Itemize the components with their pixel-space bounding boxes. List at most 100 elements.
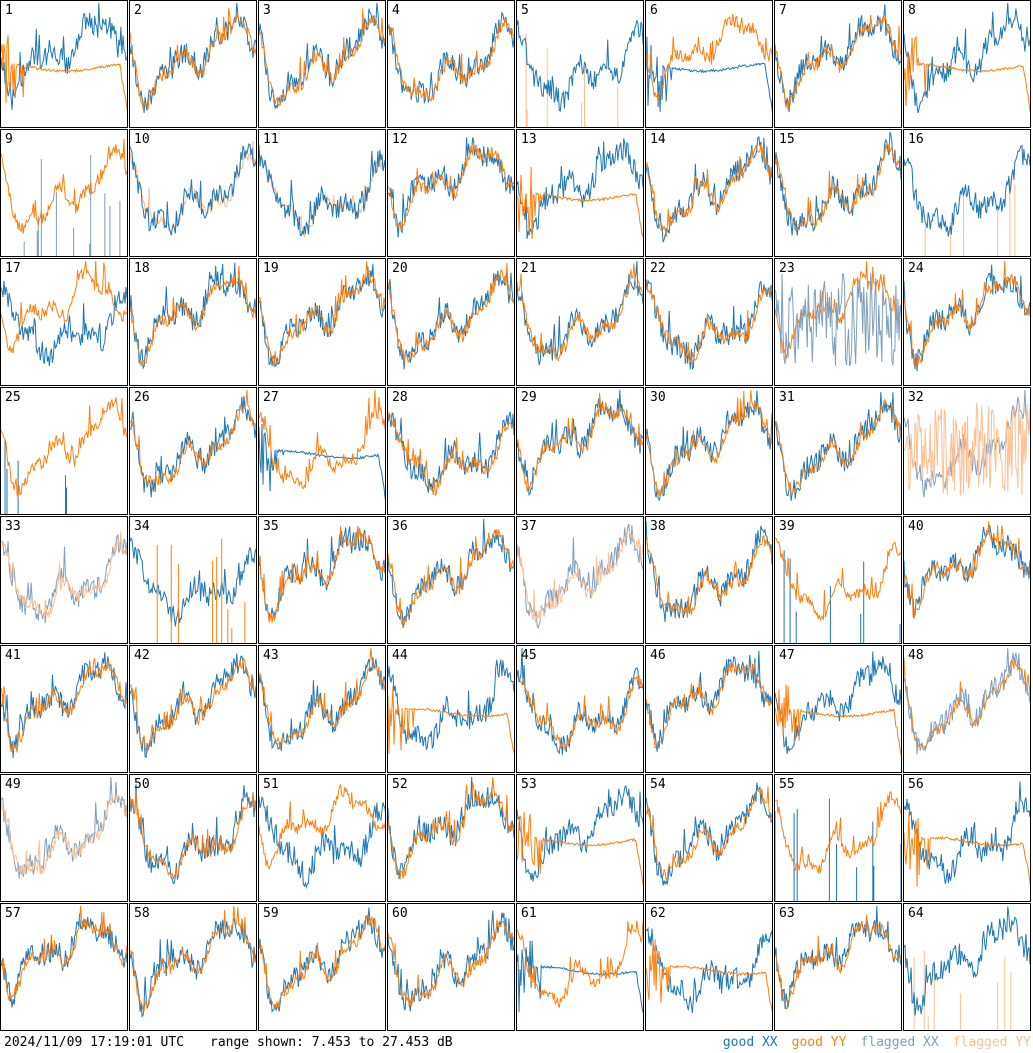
yy-series-line (259, 783, 385, 870)
yy-series-line (259, 914, 385, 1010)
panel-number: 50 (134, 777, 150, 792)
yy-series-line (130, 8, 256, 109)
yy-series-line (1, 530, 127, 619)
yy-series-line (775, 914, 901, 1010)
xx-series-line (388, 776, 514, 880)
spectrum-plot (130, 784, 256, 885)
panel-number: 62 (650, 906, 666, 921)
xx-series-line (388, 411, 514, 493)
yy-series-line (924, 179, 1016, 256)
yy-series-line (904, 811, 1030, 887)
panel-number: 60 (392, 906, 408, 921)
yy-series-line (904, 402, 1030, 496)
xx-series-line (775, 798, 901, 901)
panel-number: 31 (779, 390, 795, 405)
panel-number: 47 (779, 648, 795, 663)
panel-23: 23 (774, 258, 902, 386)
panel-number: 5 (521, 3, 529, 18)
panel-number: 22 (650, 261, 666, 276)
panel-number: 24 (908, 261, 924, 276)
panel-27: 27 (258, 387, 386, 515)
xx-series-line (904, 524, 1030, 617)
yy-series-line (646, 662, 772, 749)
panel-50: 50 (129, 774, 257, 902)
panel-number: 23 (779, 261, 795, 276)
panel-number: 52 (392, 777, 408, 792)
panel-6: 6 (645, 0, 773, 128)
yy-series-line (1, 658, 127, 753)
spectrum-plot (1, 397, 127, 514)
panel-number: 28 (392, 390, 408, 405)
panel-number: 64 (908, 906, 924, 921)
xx-series-line (517, 523, 643, 630)
xx-series-line (1, 2, 127, 110)
spectrum-plot (646, 650, 772, 752)
spectrum-plot (130, 389, 256, 498)
panel-51: 51 (258, 774, 386, 902)
panel-17: 17 (0, 258, 128, 386)
legend-good-xx: good XX (722, 1035, 778, 1050)
yy-series-line (646, 389, 772, 498)
xx-series-line (1, 280, 127, 367)
xx-series-line (259, 656, 385, 752)
panel-47: 47 (774, 645, 902, 773)
panel-5: 5 (516, 0, 644, 128)
panel-number: 16 (908, 132, 924, 147)
yy-series-line (913, 950, 1012, 1030)
panel-number: 11 (263, 132, 279, 147)
spectrum-plot (775, 791, 901, 901)
yy-series-line (259, 389, 385, 490)
spectrum-plot (1, 776, 127, 879)
yy-series-line (904, 656, 1030, 751)
panel-number: 49 (5, 777, 21, 792)
panel-57: 57 (0, 903, 128, 1031)
yy-series-line (775, 537, 901, 622)
xx-series-line (1, 533, 127, 624)
panel-41: 41 (0, 645, 128, 773)
panel-37: 37 (516, 516, 644, 644)
yy-series-line (775, 791, 901, 874)
yy-series-line (388, 918, 514, 1008)
spectrum-plot (388, 910, 514, 1012)
yy-series-line (130, 389, 256, 489)
panel-number: 10 (134, 132, 150, 147)
panel-number: 30 (650, 390, 666, 405)
panel-35: 35 (258, 516, 386, 644)
yy-series-line (775, 684, 901, 757)
xx-series-line (259, 145, 385, 237)
spectrum-plot (1, 905, 127, 1008)
panel-4: 4 (387, 0, 515, 128)
spectrum-plot (646, 279, 772, 371)
legend-good-yy: good YY (791, 1035, 847, 1050)
spectrum-plot (517, 389, 643, 496)
panel-number: 9 (5, 132, 13, 147)
xx-series-line (130, 395, 256, 498)
panel-22: 22 (645, 258, 773, 386)
spectrum-plot (517, 19, 643, 127)
panel-58: 58 (129, 903, 257, 1031)
panel-55: 55 (774, 774, 902, 902)
panel-49: 49 (0, 774, 128, 902)
spectrum-plot (904, 389, 1030, 498)
panel-number: 6 (650, 3, 658, 18)
xx-series-line (130, 537, 256, 627)
spectrum-plot (388, 411, 514, 497)
panel-36: 36 (387, 516, 515, 644)
spectrum-plot (259, 783, 385, 890)
xx-series-line (646, 279, 772, 371)
spectrum-plot (130, 653, 256, 759)
panel-number: 44 (392, 648, 408, 663)
yy-series-line (517, 529, 643, 623)
yy-series-line (1, 35, 127, 112)
xx-series-line (259, 263, 385, 367)
panel-42: 42 (129, 645, 257, 773)
xx-series-line (130, 784, 256, 885)
xx-series-line (646, 36, 772, 114)
range-label: range shown: 7.453 to 27.453 dB (210, 1035, 453, 1050)
panel-number: 58 (134, 906, 150, 921)
panel-number: 12 (392, 132, 408, 147)
panel-number: 29 (521, 390, 537, 405)
spectrum-plot (1, 530, 127, 624)
spectrum-plot (259, 907, 385, 1013)
panel-2: 2 (129, 0, 257, 128)
